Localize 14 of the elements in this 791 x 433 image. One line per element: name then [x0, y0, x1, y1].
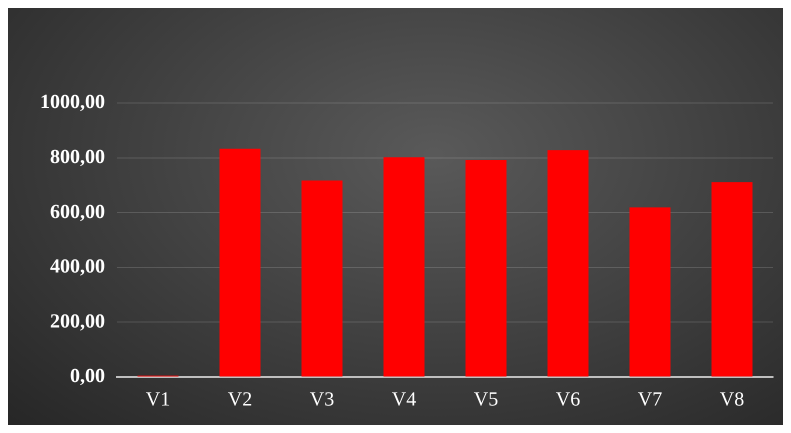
x-tick-label: V1 — [146, 388, 170, 410]
x-tick-label: V5 — [474, 388, 498, 410]
y-tick-label: 400,00 — [50, 256, 105, 278]
y-tick-label: 800,00 — [50, 146, 105, 168]
x-tick-label: V6 — [556, 388, 580, 410]
y-tick-label: 200,00 — [50, 310, 105, 332]
x-tick-label: V3 — [310, 388, 334, 410]
y-tick-label: 1000,00 — [40, 91, 105, 114]
y-tick-label: 600,00 — [50, 200, 105, 223]
x-tick-label: V8 — [720, 388, 744, 410]
y-tick-label: 0,00 — [70, 365, 105, 388]
x-tick-label: V2 — [228, 388, 252, 410]
x-tick-label: V7 — [638, 388, 662, 410]
x-tick-label: V4 — [392, 388, 416, 410]
